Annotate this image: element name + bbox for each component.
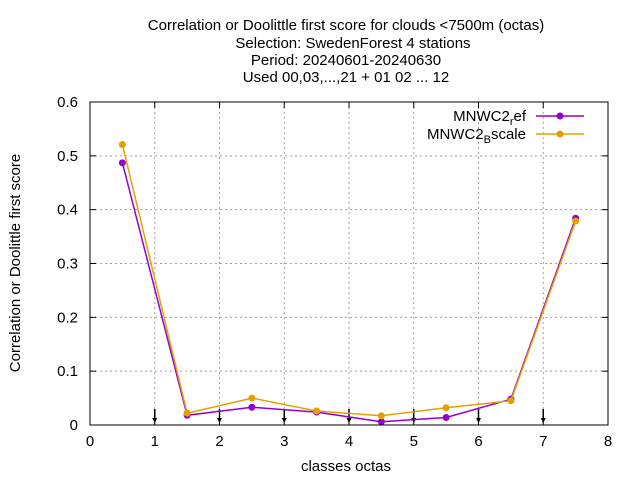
class-boundary-arrowhead <box>476 418 481 423</box>
class-boundary-arrowhead <box>346 418 352 423</box>
class-boundary-arrowhead <box>540 418 546 423</box>
series-point-1 <box>183 409 191 417</box>
y-tick-label: 0.4 <box>57 202 78 219</box>
y-axis-label: Correlation or Doolittle first score <box>7 154 24 372</box>
class-markers <box>152 409 546 423</box>
chart-title-line-4: Used 00,03,...,21 + 01 02 ... 12 <box>243 69 449 86</box>
x-tick-label: 2 <box>215 433 223 450</box>
chart-title-line-2: Selection: SwedenForest 4 stations <box>235 35 470 52</box>
x-tick-label: 8 <box>604 433 612 450</box>
plot-frame <box>89 101 609 426</box>
legend-label-0: MNWC2ref <box>453 108 527 128</box>
y-tick-label: 0.5 <box>57 148 78 165</box>
x-axis-label: classes octas <box>301 458 391 475</box>
series-point-1 <box>442 404 450 412</box>
class-boundary-arrowhead <box>152 418 158 423</box>
series-point-0 <box>248 403 256 411</box>
series-point-1 <box>377 412 385 420</box>
x-tick-label: 4 <box>345 433 353 450</box>
chart-title: Correlation or Doolittle first score for… <box>148 17 544 86</box>
y-tick-label: 0.1 <box>57 363 78 380</box>
x-tick-label: 6 <box>474 433 482 450</box>
chart-title-line-1: Correlation or Doolittle first score for… <box>148 17 544 34</box>
plot-series <box>118 141 580 426</box>
x-tick-label: 7 <box>539 433 547 450</box>
legend-label-1: MNWC2Bscale <box>427 126 526 146</box>
series-point-1 <box>248 394 256 402</box>
x-tick-label: 3 <box>280 433 288 450</box>
series-point-0 <box>377 418 385 426</box>
axis-ticks: 0 0.1 0.2 0.3 0.4 0.5 0.6 0 1 2 3 4 5 6 7 8 <box>57 94 612 450</box>
y-tick-label: 0.6 <box>57 94 78 111</box>
legend-marker-1 <box>556 130 564 138</box>
x-tick-label: 0 <box>86 433 94 450</box>
class-boundary-arrowhead <box>281 418 287 423</box>
series-line-1 <box>121 144 577 417</box>
legend-marker-0 <box>556 112 564 120</box>
class-boundary-arrowhead <box>217 418 222 423</box>
chart-title-line-3: Period: 20240601-20240630 <box>251 52 441 69</box>
y-tick-label: 0.2 <box>57 309 78 326</box>
series-point-1 <box>118 141 126 149</box>
series-point-0 <box>442 413 450 421</box>
y-tick-label: 0 <box>70 417 78 434</box>
y-tick-label: 0.3 <box>57 256 78 273</box>
series-point-0 <box>118 159 126 167</box>
series-point-1 <box>507 397 515 405</box>
grid <box>90 102 608 425</box>
series-point-1 <box>572 217 580 225</box>
x-tick-label: 1 <box>151 433 159 450</box>
series-point-1 <box>313 407 321 415</box>
x-tick-label: 5 <box>410 433 418 450</box>
